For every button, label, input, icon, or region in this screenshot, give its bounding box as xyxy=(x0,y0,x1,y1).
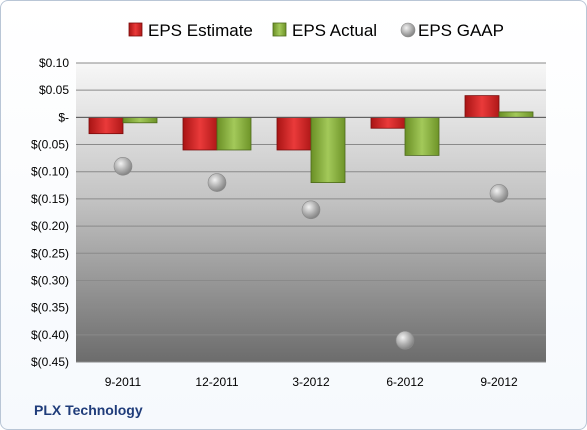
bar-eps-actual xyxy=(216,116,252,151)
bar-eps-actual xyxy=(122,116,158,124)
point-eps-gaap xyxy=(395,330,415,350)
point-eps-gaap xyxy=(301,200,321,220)
point-eps-gaap xyxy=(207,173,227,192)
y-tick-label: $(0.20) xyxy=(31,219,69,233)
y-tick-label: $(0.30) xyxy=(31,273,69,287)
x-tick-label: 9-2011 xyxy=(105,375,142,389)
point-eps-gaap xyxy=(113,156,133,176)
y-tick-label: $(0.05) xyxy=(31,138,69,152)
legend-label: EPS Actual xyxy=(292,21,377,40)
bar-eps-actual xyxy=(404,116,440,156)
bar-eps-estimate xyxy=(464,95,500,118)
legend-label: EPS Estimate xyxy=(148,21,253,40)
company-name: PLX Technology xyxy=(34,402,143,418)
x-tick-label: 12-2011 xyxy=(195,375,238,389)
bar-eps-actual xyxy=(310,116,346,184)
x-tick-label: 9-2012 xyxy=(480,375,518,389)
y-tick-label: $(0.10) xyxy=(31,165,69,179)
bar-eps-estimate xyxy=(88,116,124,135)
x-tick-label: 6-2012 xyxy=(386,375,424,389)
x-tick-label: 3-2012 xyxy=(292,375,330,389)
legend-marker-eps-estimate xyxy=(128,22,143,37)
bar-eps-estimate xyxy=(370,116,406,129)
y-tick-label: $0.05 xyxy=(39,83,69,97)
y-tick-label: $(0.35) xyxy=(31,301,69,315)
y-tick-label: $(0.45) xyxy=(31,355,69,369)
y-tick-label: $(0.25) xyxy=(31,246,69,260)
point-eps-gaap xyxy=(489,184,509,203)
bar-eps-estimate xyxy=(182,116,218,151)
legend-marker-eps-actual xyxy=(272,22,287,37)
bar-eps-estimate xyxy=(276,116,312,151)
y-tick-label: $0.10 xyxy=(39,56,69,70)
y-tick-label: $- xyxy=(58,110,69,124)
y-tick-label: $(0.15) xyxy=(31,192,69,206)
legend-label: EPS GAAP xyxy=(418,21,504,40)
bar-eps-actual xyxy=(498,111,534,118)
y-tick-label: $(0.40) xyxy=(31,328,69,342)
legend-marker-eps-gaap xyxy=(400,22,416,38)
